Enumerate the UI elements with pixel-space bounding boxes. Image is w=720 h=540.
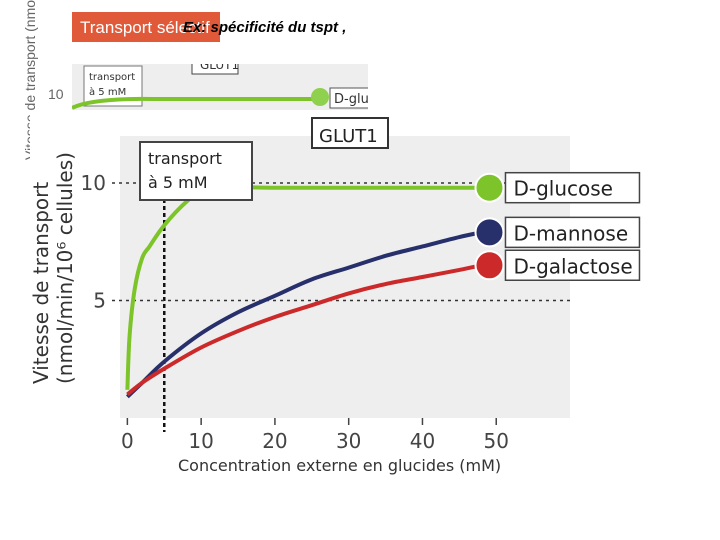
background-annotation-line2: à 5 mM	[89, 86, 126, 98]
background-chart-panel: GLUT1 transport à 5 mM D-glucose	[71, 51, 409, 110]
background-series-label: D-glucose	[334, 92, 368, 107]
y-tick-label: 5	[93, 289, 106, 313]
series-line-d-glucose	[125, 185, 482, 390]
legend-label: D-mannose	[513, 221, 628, 245]
legend-box	[504, 249, 641, 281]
x-axis-label: Concentration externe en glucides (mM)	[178, 456, 501, 475]
legend-box	[504, 171, 641, 204]
y-axis-label-line2: (nmol/min/10⁶ cellules)	[53, 152, 77, 384]
x-tick-label: 40	[410, 429, 435, 453]
x-tick-label: 20	[262, 429, 287, 453]
series-line-d-mannose	[125, 230, 482, 399]
legend-label: D-galactose	[513, 254, 632, 278]
background-glucose-line	[71, 96, 312, 110]
series-line-d-galactose	[126, 263, 482, 397]
background-annotation-line1: transport	[89, 72, 135, 83]
y-tick-label: 10	[81, 171, 106, 195]
legend-marker-d-glucose	[474, 172, 505, 203]
legend-marker-d-galactose	[474, 250, 505, 281]
annotation-box	[139, 141, 253, 201]
background-glut1-label: GLUT1	[200, 64, 239, 72]
x-tick-label: 30	[336, 429, 361, 453]
y-axis-label: Vitesse de transport (nmol/min/10⁶ cellu…	[29, 152, 77, 384]
annotation-line2: à 5 mM	[148, 173, 208, 192]
background-chart-svg: GLUT1 transport à 5 mM D-glucose	[71, 51, 409, 110]
banner: Transport sélectif	[72, 12, 220, 42]
main-chart: 0 10 20 30 40 50 5 10 GLUT1 transport à 5 mM Vi…	[29, 110, 674, 490]
x-tick-label: 50	[484, 429, 509, 453]
legend-box	[504, 216, 641, 249]
x-tick-label: 10	[188, 429, 213, 453]
banner-text: Transport sélectif	[80, 18, 210, 37]
legend-marker-d-mannose	[474, 217, 505, 248]
background-glucose-marker	[311, 88, 329, 106]
legend-label: D-glucose	[513, 177, 613, 201]
panel-label: GLUT1	[319, 126, 378, 147]
chart-svg: 0 10 20 30 40 50 5 10 GLUT1 transport à 5 mM Vi…	[29, 117, 641, 475]
x-tick-label: 0	[121, 429, 134, 453]
background-y-tick: 10	[48, 86, 64, 102]
slide-title: Ex: spécificité du tspt ,	[183, 19, 347, 36]
y-axis-label-line1: Vitesse de transport	[30, 182, 53, 384]
panel-label-box	[311, 117, 389, 149]
annotation-line1: transport	[148, 149, 222, 168]
